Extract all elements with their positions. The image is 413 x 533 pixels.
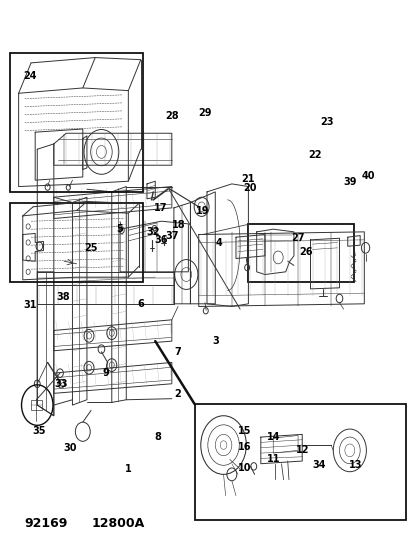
Text: 33: 33 xyxy=(55,379,68,389)
Text: 23: 23 xyxy=(320,117,333,126)
Text: 13: 13 xyxy=(349,460,362,470)
Text: 3: 3 xyxy=(211,336,218,346)
Text: 27: 27 xyxy=(291,233,304,243)
Text: 20: 20 xyxy=(243,183,256,192)
Text: 32: 32 xyxy=(146,227,159,237)
Text: 5: 5 xyxy=(116,224,123,234)
Text: 38: 38 xyxy=(56,292,69,302)
Bar xyxy=(10,203,142,282)
Text: 25: 25 xyxy=(84,243,97,253)
Text: 31: 31 xyxy=(23,301,36,310)
Text: 24: 24 xyxy=(23,71,36,81)
Text: 36: 36 xyxy=(154,235,167,245)
Text: 26: 26 xyxy=(299,247,312,256)
Text: 14: 14 xyxy=(266,432,279,442)
Text: 9: 9 xyxy=(102,368,109,378)
Text: 30: 30 xyxy=(64,443,77,453)
Text: 16: 16 xyxy=(237,442,250,451)
Text: 8: 8 xyxy=(154,432,160,442)
Text: 10: 10 xyxy=(237,463,250,473)
Text: 34: 34 xyxy=(311,460,325,470)
Text: 18: 18 xyxy=(172,220,185,230)
Text: 7: 7 xyxy=(174,347,181,357)
Bar xyxy=(31,400,42,410)
Text: 6: 6 xyxy=(137,299,144,309)
Text: 21: 21 xyxy=(241,174,254,183)
Text: 35: 35 xyxy=(33,426,46,435)
Text: 1: 1 xyxy=(125,464,131,474)
Text: 40: 40 xyxy=(361,171,374,181)
Text: 92169: 92169 xyxy=(25,517,68,530)
Text: 12800A: 12800A xyxy=(91,517,144,530)
Text: 29: 29 xyxy=(198,108,211,118)
Bar xyxy=(248,224,353,282)
Bar xyxy=(10,53,142,192)
Text: 2: 2 xyxy=(174,390,181,399)
Text: 39: 39 xyxy=(342,177,356,187)
Bar xyxy=(194,404,405,520)
Text: 17: 17 xyxy=(154,203,167,213)
Text: 4: 4 xyxy=(216,238,222,247)
Text: 19: 19 xyxy=(196,206,209,215)
Text: 37: 37 xyxy=(165,231,178,240)
Text: 22: 22 xyxy=(307,150,320,159)
Text: 11: 11 xyxy=(266,455,279,464)
Text: 28: 28 xyxy=(165,111,178,121)
Text: 12: 12 xyxy=(295,446,308,455)
Text: 15: 15 xyxy=(237,426,250,435)
